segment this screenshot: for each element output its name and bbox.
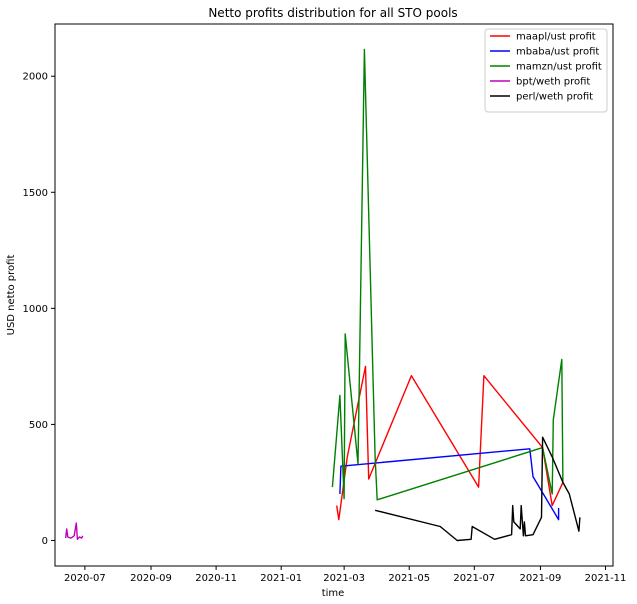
y-tick-label: 1000: [23, 304, 48, 315]
x-tick-label: 2020-07: [64, 573, 106, 584]
legend-box: [484, 28, 608, 113]
legend-label: maapl/ust profit: [516, 32, 596, 43]
chart-title: Netto profits distribution for all STO p…: [208, 6, 457, 20]
x-tick-label: 2021-09: [520, 573, 562, 584]
legend-label: perl/weth profit: [516, 92, 593, 103]
y-tick-label: 500: [29, 420, 48, 431]
x-tick-label: 2021-07: [453, 573, 495, 584]
x-tick-label: 2021-03: [323, 573, 365, 584]
x-tick-label: 2021-01: [260, 573, 302, 584]
series-line-1: [339, 448, 560, 521]
legend-label: bpt/weth profit: [516, 77, 590, 88]
plot-frame: [54, 23, 614, 567]
x-axis-ticks: 2020-07 2020-09 2020-11 2021-01 2021-03 2021-…: [64, 566, 626, 584]
plot-lines: [65, 48, 581, 542]
series-line-3: [65, 522, 84, 540]
legend-label: mbaba/ust profit: [516, 47, 599, 58]
y-tick-label: 2000: [23, 72, 48, 83]
x-axis-label: time: [322, 588, 345, 599]
legend: maapl/ust profit mbaba/ust profit mamzn/us…: [484, 28, 608, 113]
x-tick-label: 2020-11: [195, 573, 237, 584]
x-tick-label: 2021-11: [585, 573, 627, 584]
series-line-4: [374, 436, 581, 542]
legend-label: mamzn/ust profit: [516, 62, 602, 73]
y-tick-label: 0: [42, 536, 48, 547]
y-tick-label: 1500: [23, 188, 48, 199]
y-axis-label: USD netto profit: [6, 255, 17, 336]
x-tick-label: 2021-05: [388, 573, 430, 584]
series-line-2: [331, 48, 564, 501]
x-tick-label: 2020-09: [130, 573, 172, 584]
y-axis-ticks: 0 500 1000 1500 2000: [23, 72, 55, 547]
